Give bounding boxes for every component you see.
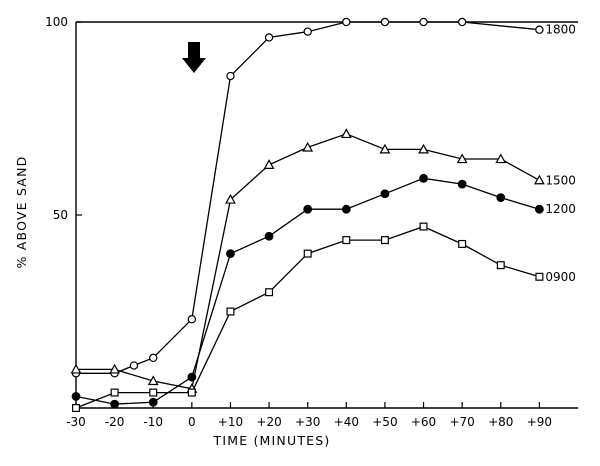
open-circle-marker [149,353,158,363]
axis-tick-labels: -30 -20 -10 0 +10 +20 +30 +40 +50 +60 +70 +80 +90 50 1… [45,15,552,429]
open-triangle-marker [147,375,159,386]
open-square-marker [149,388,158,397]
open-triangle-marker [533,174,545,185]
open-square-marker [71,404,80,413]
filled-circle-marker [303,204,313,214]
x-tick-label: +90 [527,415,552,429]
open-square-marker [110,388,119,397]
open-triangle-marker [109,363,121,374]
x-tick-label: +70 [449,415,474,429]
filled-circle-marker [264,231,274,241]
y-axis-title: % ABOVE SAND [14,156,29,269]
open-triangle-marker [340,128,352,139]
filled-circle-marker [226,249,235,259]
open-circle-marker [419,17,428,27]
x-tick-label: +80 [488,415,513,429]
x-tick-label: +10 [218,415,243,429]
open-circle-marker [187,315,197,324]
open-square-marker [265,288,274,297]
x-tick-label: -30 [66,415,86,429]
open-square-marker [187,388,196,397]
open-triangle-marker [302,141,314,152]
y-tick-label: 100 [45,15,68,29]
open-triangle-marker [495,153,507,164]
filled-circle-marker [71,392,81,401]
open-circle-marker [535,25,544,34]
x-axis-title: TIME (MINUTES) [213,433,331,448]
x-tick-label: 0 [188,415,196,429]
open-circle-marker [303,27,312,36]
open-circle-marker [380,17,390,27]
filled-circle-marker [380,189,390,199]
open-circle-marker [457,17,467,27]
open-square-marker [380,236,389,245]
down-arrow-icon [182,42,206,73]
filled-circle-marker [148,397,158,407]
series-labels: 1800 1500 1200 0900 [545,23,576,284]
chart-axes [75,21,578,409]
open-square-marker [303,249,312,258]
open-triangle-marker [418,143,429,154]
x-tick-label: +50 [372,415,397,429]
open-square-marker [496,261,505,270]
filled-circle-marker [419,173,428,183]
x-tick-label: +40 [334,415,359,429]
x-tick-label: +30 [295,415,320,429]
x-tick-label: +60 [411,415,436,429]
filled-circle-marker [341,204,351,214]
series-line-1500 [76,133,540,390]
open-circle-marker [129,361,139,370]
open-circle-marker [226,71,235,81]
open-triangle-marker [379,143,391,154]
open-square-marker [226,307,235,316]
open-square-marker [342,236,351,245]
x-tick-label: -20 [105,415,125,429]
filled-circle-marker [110,399,120,409]
open-triangle-marker [263,159,275,169]
open-triangle-marker [456,153,468,164]
y-tick-label: 50 [53,208,68,222]
series-group [75,21,540,409]
open-circle-marker [264,33,274,42]
filled-circle-marker [457,179,467,189]
axis-ticks [75,21,540,408]
marker-group [70,17,545,413]
series-label-1800: 1800 [545,23,576,37]
series-line-1800 [76,21,540,374]
open-square-marker [535,272,544,281]
filled-circle-marker [187,372,197,382]
series-label-0900: 0900 [545,270,576,284]
open-circle-marker [342,17,351,27]
filled-circle-marker [534,204,544,214]
x-tick-label: +20 [256,415,281,429]
open-square-marker [419,222,428,231]
series-label-1500: 1500 [545,173,576,187]
open-triangle-marker [70,363,82,374]
series-label-1200: 1200 [545,202,576,216]
open-triangle-marker [225,193,236,204]
filled-circle-marker [496,193,506,203]
x-tick-label: -10 [143,415,163,429]
open-square-marker [458,239,467,248]
